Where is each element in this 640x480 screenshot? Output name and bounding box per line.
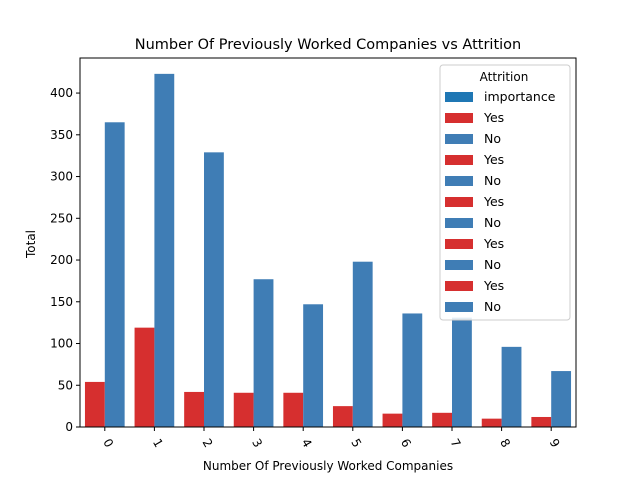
x-tick-label: 5 (348, 436, 364, 450)
bar-yes-2 (184, 391, 204, 427)
bar-no-5 (352, 261, 373, 427)
legend-label: Yes (483, 110, 504, 125)
bar-no-0 (104, 122, 125, 427)
bar-no-6 (402, 313, 423, 427)
x-axis-label: Number Of Previously Worked Companies (203, 459, 453, 473)
legend-label: Yes (483, 278, 504, 293)
bars-layer (84, 73, 572, 427)
legend-title: Attrition (480, 70, 529, 84)
x-tick-label: 9 (547, 436, 563, 450)
bar-yes-8 (481, 418, 502, 427)
bar-no-9 (551, 371, 572, 427)
y-tick-label: 250 (50, 211, 73, 225)
y-axis: 0 50 100 150 200 250 300 350 400 (50, 86, 80, 434)
legend-label: No (484, 131, 501, 146)
bar-no-2 (204, 152, 224, 427)
legend-swatch (445, 155, 473, 165)
x-tick-label: 0 (100, 436, 116, 450)
legend-label: No (484, 257, 501, 272)
legend-swatch (445, 92, 473, 102)
bar-no-3 (253, 279, 274, 427)
bar-yes-1 (134, 327, 155, 427)
bar-yes-9 (531, 416, 552, 427)
legend-entries: importance Yes No Yes No Yes No Yes No Yes No (445, 89, 556, 314)
bar-no-4 (303, 304, 324, 427)
legend-swatch (445, 197, 473, 207)
y-tick-label: 350 (50, 128, 73, 142)
bar-no-1 (154, 73, 175, 427)
legend-box (439, 64, 571, 321)
legend: Attrition importance Yes No Yes No Yes No Yes No… (439, 64, 571, 321)
x-tick-label: 6 (398, 436, 414, 450)
x-tick-label: 2 (199, 436, 215, 450)
legend-label: Yes (483, 152, 504, 167)
legend-swatch (445, 113, 473, 123)
bar-yes-5 (332, 406, 353, 427)
legend-label: No (484, 215, 501, 230)
y-tick-label: 200 (50, 253, 73, 267)
y-tick-label: 100 (50, 337, 73, 351)
x-tick-label: 1 (150, 436, 166, 450)
chart-title: Number Of Previously Worked Companies vs… (135, 37, 521, 53)
legend-swatch (445, 239, 473, 249)
legend-swatch (445, 176, 473, 186)
legend-swatch (445, 281, 473, 291)
y-tick-label: 150 (50, 295, 73, 309)
bar-yes-4 (283, 392, 304, 427)
legend-swatch (445, 302, 473, 312)
legend-swatch (445, 218, 473, 228)
legend-label: No (484, 173, 501, 188)
x-tick-label: 7 (447, 436, 463, 450)
bar-no-8 (501, 346, 522, 427)
y-tick-label: 400 (50, 86, 73, 100)
legend-label: Yes (483, 194, 504, 209)
bar-no-7 (452, 317, 472, 427)
y-tick-label: 50 (58, 378, 73, 392)
legend-swatch (445, 134, 473, 144)
x-tick-label: 3 (249, 436, 265, 450)
x-axis: 0 1 2 3 4 5 6 7 8 9 (100, 427, 563, 450)
x-tick-label: 4 (299, 436, 315, 450)
bar-yes-0 (84, 381, 105, 427)
y-tick-label: 300 (50, 170, 73, 184)
y-axis-label: Total (24, 230, 38, 259)
legend-label: No (484, 299, 501, 314)
legend-label: Yes (483, 236, 504, 251)
bar-yes-6 (382, 413, 403, 427)
bar-yes-7 (432, 412, 452, 427)
bar-yes-3 (233, 392, 254, 427)
legend-swatch (445, 260, 473, 270)
y-tick-label: 0 (65, 420, 73, 434)
plot-frame (79, 57, 577, 428)
x-tick-label: 8 (497, 436, 513, 450)
legend-label: importance (484, 89, 556, 104)
